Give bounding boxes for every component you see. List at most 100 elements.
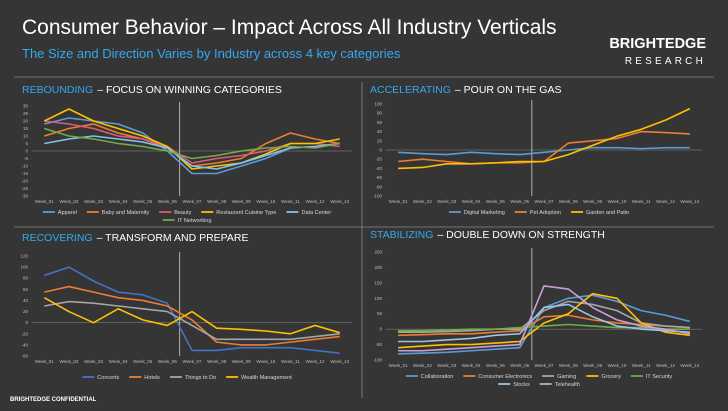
y-tick-label: -60 — [375, 175, 382, 180]
y-tick-label: 0 — [25, 320, 28, 325]
x-tick-label: Week_10 — [607, 199, 626, 204]
legend-item: Digital Marketing — [448, 210, 505, 216]
chart-title: ACCELERATING – POUR ON THE GAS — [370, 84, 562, 96]
legend-label: Data Center — [302, 210, 332, 216]
series-line — [398, 314, 690, 337]
legend-item: Telehealth — [539, 382, 580, 388]
x-tick-label: Week_07 — [183, 199, 202, 204]
chart-title-rest: – POUR ON THE GAS — [455, 84, 562, 96]
y-tick-label: 120 — [20, 254, 28, 259]
legend-item: Grocery — [586, 374, 621, 380]
legend-item: Collaboration — [405, 374, 453, 380]
y-tick-label: 25 — [23, 111, 29, 116]
y-tick-label: 20 — [377, 138, 383, 143]
legend-label: Concerts — [97, 375, 119, 381]
x-tick-label: Week_05 — [133, 199, 152, 204]
x-tick-label: Week_02 — [59, 359, 78, 364]
x-tick-label: Week_02 — [59, 199, 78, 204]
legend-item: Garden and Patio — [571, 210, 629, 216]
y-tick-label: 40 — [377, 129, 383, 134]
x-tick-label: Week_04 — [462, 363, 481, 368]
y-tick-label: 0 — [25, 149, 28, 154]
x-tick-label: Week_05 — [486, 363, 505, 368]
legend-item: Restaurant Cuisine Type — [201, 210, 276, 216]
x-tick-label: Week_01 — [35, 359, 54, 364]
x-tick-label: Week_04 — [109, 199, 128, 204]
legend-label: IT Networking — [178, 218, 212, 224]
legend-label: Wealth Management — [241, 375, 292, 381]
legend-label: Telehealth — [555, 382, 580, 388]
x-tick-label: Week_07 — [183, 359, 202, 364]
x-tick-label: Week_09 — [232, 199, 251, 204]
chart-title: REBOUNDING – FOCUS ON WINNING CATEGORIES — [22, 84, 282, 96]
y-tick-label: -20 — [375, 157, 382, 162]
legend-item: Consumer Electronics — [463, 374, 532, 380]
chart: ACCELERATING – POUR ON THE GAS 100 80 60 40 20… — [370, 84, 702, 216]
y-tick-label: 20 — [23, 119, 29, 124]
series-line — [398, 323, 690, 332]
x-tick-label: Week_10 — [256, 359, 275, 364]
x-tick-label: Week_13 — [680, 363, 699, 368]
x-tick-label: Week_11 — [281, 199, 300, 204]
legend-item: Things to Do — [169, 375, 216, 381]
x-tick-label: Week_03 — [437, 199, 456, 204]
x-tick-label: Week_09 — [232, 359, 251, 364]
x-tick-label: Week_11 — [632, 363, 651, 368]
y-tick-label: 80 — [377, 111, 383, 116]
logo-top: BRIGHTEDGE — [609, 36, 706, 52]
x-tick-label: Week_05 — [133, 359, 152, 364]
chart-title-rest: – TRANSFORM AND PREPARE — [97, 232, 249, 244]
legend-item: Pet Adoption — [514, 210, 561, 216]
y-tick-label: 250 — [374, 250, 382, 255]
x-tick-label: Week_11 — [281, 359, 300, 364]
series-line — [398, 285, 690, 352]
series-line — [398, 303, 690, 343]
x-tick-label: Week_03 — [84, 359, 103, 364]
y-tick-label: 60 — [23, 287, 29, 292]
x-tick-label: Week_12 — [306, 199, 325, 204]
x-tick-label: Week_02 — [413, 199, 432, 204]
legend-label: Restaurant Cuisine Type — [216, 210, 276, 216]
y-tick-label: 15 — [23, 126, 29, 131]
y-tick-label: -20 — [21, 179, 28, 184]
x-tick-label: Week_04 — [462, 199, 481, 204]
y-tick-label: 150 — [374, 280, 382, 285]
y-tick-label: -40 — [375, 166, 382, 171]
legend-item: IT Security — [630, 374, 672, 380]
y-tick-label: -25 — [21, 186, 28, 191]
chart-title-highlight: ACCELERATING — [370, 84, 451, 96]
y-tick-label: -100 — [373, 358, 383, 363]
chart-title-rest: – DOUBLE DOWN ON STRENGTH — [437, 229, 604, 241]
y-tick-label: -80 — [375, 184, 382, 189]
x-tick-label: Week_01 — [389, 363, 408, 368]
legend-item: Wealth Management — [226, 375, 292, 381]
y-tick-label: 40 — [23, 298, 29, 303]
x-tick-label: Week_13 — [680, 199, 699, 204]
x-tick-label: Week_10 — [256, 199, 275, 204]
series-line — [398, 107, 691, 170]
chart-title: RECOVERING – TRANSFORM AND PREPARE — [22, 232, 249, 244]
x-tick-label: Week_03 — [84, 199, 103, 204]
x-tick-label: Week_06 — [510, 363, 529, 368]
y-tick-label: -40 — [21, 342, 28, 347]
series-line — [398, 292, 690, 349]
y-tick-label: 100 — [20, 265, 28, 270]
legend-item: Stocks — [498, 382, 530, 388]
x-tick-label: Week_06 — [158, 359, 177, 364]
x-tick-label: Week_08 — [207, 199, 226, 204]
series-line — [398, 146, 690, 156]
legend-label: Digital Marketing — [464, 210, 505, 216]
title: Consumer Behavior – Impact Across All In… — [22, 16, 557, 39]
chart-title: STABILIZING – DOUBLE DOWN ON STRENGTH — [370, 229, 605, 241]
x-tick-label: Week_05 — [486, 199, 505, 204]
legend-label: IT Security — [646, 374, 672, 380]
x-tick-label: Week_01 — [35, 199, 54, 204]
x-tick-label: Week_07 — [535, 199, 554, 204]
legend-label: Collaboration — [421, 374, 453, 380]
legend-label: Grocery — [601, 374, 621, 380]
x-tick-label: Week_02 — [413, 363, 432, 368]
y-tick-label: 60 — [377, 120, 383, 125]
legend-item: Beauty — [159, 210, 192, 216]
y-tick-label: 100 — [374, 102, 382, 107]
